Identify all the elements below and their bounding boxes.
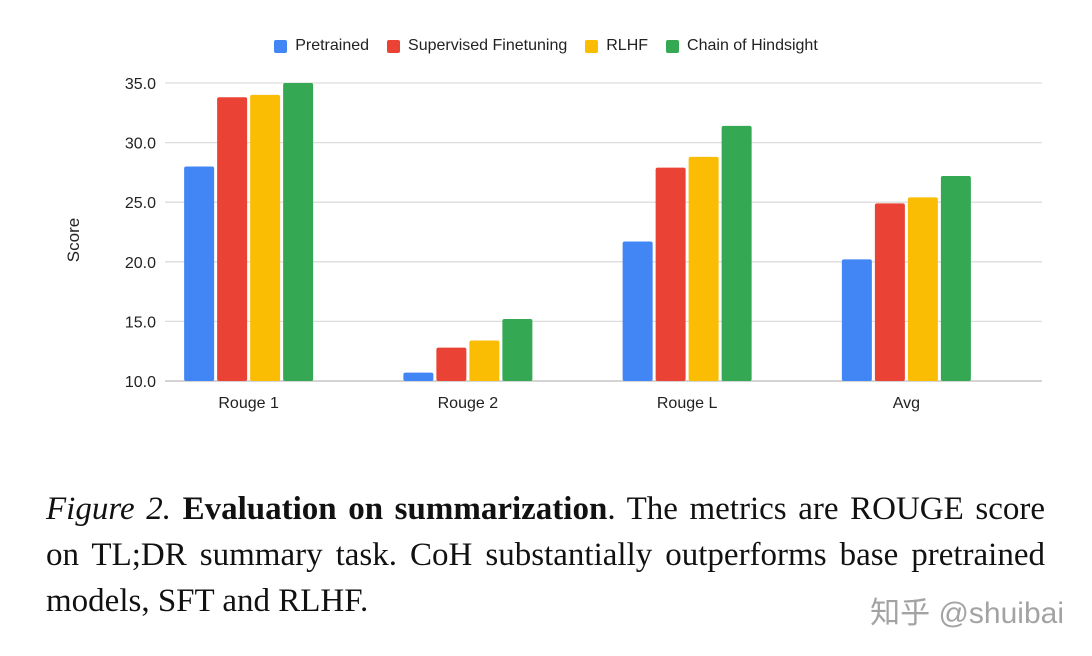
- legend-label: Chain of Hindsight: [687, 37, 818, 54]
- y-tick-label: 10.0: [125, 374, 156, 391]
- legend-label: Pretrained: [295, 37, 370, 54]
- y-tick-label: 25.0: [125, 195, 156, 212]
- bar: [721, 125, 752, 381]
- y-tick-label: 35.0: [125, 76, 156, 93]
- x-tick-label: Rouge 1: [218, 395, 279, 412]
- bar: [283, 83, 314, 381]
- legend-swatch: [274, 39, 288, 53]
- legend-item: Supervised Finetuning: [387, 37, 567, 55]
- y-tick-label: 30.0: [125, 136, 156, 153]
- bar-chart: 10.0 15.0 20.0 25.0 30.0 35.0 Rouge 1 Rouge 2 Ro…: [125, 76, 1042, 412]
- caption-title: Evaluation on summarization: [182, 491, 608, 527]
- legend-label: Supervised Finetuning: [408, 37, 568, 54]
- caption-text: . The metrics are ROUGE score on TL;DR s…: [46, 491, 1046, 619]
- bar: [622, 241, 653, 381]
- bar: [502, 319, 533, 381]
- legend-swatch: [666, 39, 680, 53]
- bar: [874, 203, 905, 381]
- x-tick-label: Avg: [893, 395, 920, 412]
- bar: [907, 197, 938, 381]
- watermark: 知乎 @shuibai: [870, 597, 1064, 630]
- bar: [184, 166, 215, 381]
- legend-item: Chain of Hindsight: [666, 37, 818, 55]
- bar: [940, 175, 971, 381]
- bar: [217, 97, 248, 381]
- bar: [655, 167, 686, 381]
- bar: [403, 372, 434, 381]
- bar: [688, 156, 719, 381]
- legend-item: Pretrained: [274, 37, 369, 55]
- bar: [436, 347, 467, 381]
- legend-swatch: [387, 39, 401, 53]
- y-tick-label: 15.0: [125, 314, 156, 331]
- x-tick-label: Rouge 2: [438, 395, 499, 412]
- legend-swatch: [585, 39, 599, 53]
- y-tick-label: 20.0: [125, 255, 156, 272]
- legend-label: RLHF: [606, 37, 649, 54]
- bar: [250, 94, 281, 382]
- legend: Pretrained Supervised Finetuning RLHF Chain…: [0, 37, 1092, 55]
- legend-item: RLHF: [585, 37, 648, 55]
- bar: [469, 340, 500, 381]
- x-tick-label: Rouge L: [657, 395, 718, 412]
- figure-label: Figure 2.: [46, 491, 171, 527]
- bar: [841, 259, 872, 381]
- figure-caption: Figure 2. Evaluation on summarization. T…: [46, 486, 1045, 624]
